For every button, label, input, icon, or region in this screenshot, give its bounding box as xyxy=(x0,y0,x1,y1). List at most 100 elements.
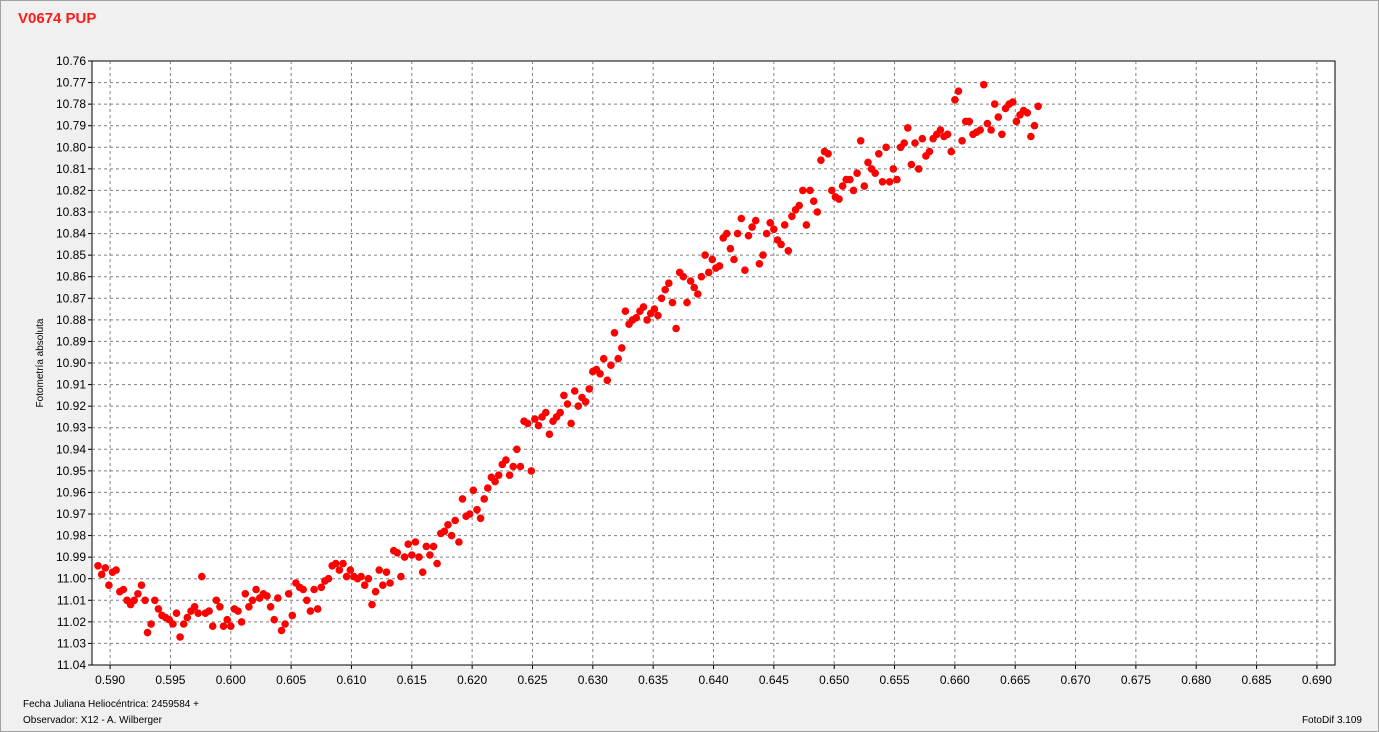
y-tick-label: 10.78 xyxy=(56,97,86,111)
data-point xyxy=(730,255,738,264)
data-point xyxy=(310,585,318,594)
data-point xyxy=(726,244,735,253)
data-point xyxy=(1030,121,1039,130)
data-point xyxy=(237,618,246,626)
y-tick-label: 10.93 xyxy=(56,421,86,435)
data-point xyxy=(205,607,213,615)
y-tick-label: 10.89 xyxy=(56,334,86,348)
data-point xyxy=(824,150,832,158)
data-point xyxy=(878,178,887,186)
y-tick-label: 10.85 xyxy=(56,248,86,262)
data-point xyxy=(574,402,583,410)
data-point xyxy=(665,279,673,288)
data-point xyxy=(190,603,199,611)
y-tick-label: 10.82 xyxy=(56,183,86,197)
data-point xyxy=(770,225,778,234)
data-point xyxy=(426,551,434,559)
data-point xyxy=(306,607,315,615)
data-point xyxy=(643,316,651,324)
data-point xyxy=(704,268,713,277)
data-point xyxy=(451,516,460,525)
data-point xyxy=(465,510,474,518)
data-point xyxy=(694,290,702,298)
data-point xyxy=(360,581,369,589)
data-point xyxy=(382,568,391,576)
data-point xyxy=(856,137,865,145)
data-point xyxy=(788,212,796,221)
data-point xyxy=(313,605,322,613)
data-point xyxy=(248,596,257,605)
data-point xyxy=(223,615,231,624)
data-point xyxy=(766,219,774,227)
data-point xyxy=(599,354,608,363)
data-point xyxy=(813,208,822,216)
data-point xyxy=(332,559,340,568)
y-tick-label: 10.76 xyxy=(56,54,86,68)
data-point xyxy=(169,620,177,628)
data-point xyxy=(585,385,593,393)
data-point xyxy=(875,150,883,158)
data-point xyxy=(194,609,202,617)
data-point xyxy=(686,277,695,285)
x-tick-label: 0.640 xyxy=(698,673,728,687)
data-point xyxy=(418,568,427,576)
data-point xyxy=(397,572,405,581)
y-tick-label: 10.97 xyxy=(56,507,86,521)
y-tick-label: 10.98 xyxy=(56,529,86,543)
data-point xyxy=(516,462,525,471)
data-point xyxy=(563,400,572,408)
data-point xyxy=(440,527,449,536)
data-point xyxy=(227,622,235,630)
data-point xyxy=(987,126,995,134)
data-point xyxy=(429,542,438,551)
data-point xyxy=(780,221,789,229)
data-point xyxy=(560,391,568,400)
data-point xyxy=(733,229,742,238)
data-point xyxy=(151,596,159,605)
x-tick-label: 0.690 xyxy=(1302,673,1332,687)
data-point xyxy=(523,419,532,428)
y-axis-label: Fotometría absoluta xyxy=(35,318,46,407)
data-point xyxy=(911,139,919,147)
y-tick-label: 10.86 xyxy=(56,270,86,284)
data-point xyxy=(444,521,452,529)
data-point xyxy=(411,538,420,546)
data-point xyxy=(882,143,890,152)
data-point xyxy=(94,562,102,570)
data-point xyxy=(335,566,344,574)
x-tick-label: 0.620 xyxy=(457,673,487,687)
data-point xyxy=(610,329,619,337)
data-point xyxy=(980,80,988,89)
data-point xyxy=(990,100,999,108)
data-point xyxy=(542,408,550,417)
data-point xyxy=(954,87,963,95)
data-point xyxy=(241,590,250,598)
x-tick-label: 0.680 xyxy=(1181,673,1211,687)
data-point xyxy=(208,622,217,630)
data-point xyxy=(393,549,402,557)
data-point xyxy=(375,566,384,574)
data-point xyxy=(531,415,539,423)
x-tick-label: 0.615 xyxy=(397,673,427,687)
data-point xyxy=(324,574,333,583)
data-point xyxy=(112,566,120,574)
data-point xyxy=(570,387,579,395)
data-point xyxy=(983,119,992,128)
data-point xyxy=(708,255,717,264)
data-point xyxy=(835,195,843,203)
data-point xyxy=(1027,132,1035,141)
data-point xyxy=(198,572,206,581)
data-point xyxy=(339,559,347,568)
data-point xyxy=(853,169,861,177)
data-point xyxy=(737,214,746,223)
data-point xyxy=(1023,109,1032,117)
y-tick-label: 10.88 xyxy=(56,313,86,327)
data-point xyxy=(379,581,387,589)
x-tick-label: 0.590 xyxy=(95,673,125,687)
y-tick-label: 11.03 xyxy=(57,636,86,650)
x-tick-label: 0.675 xyxy=(1121,673,1151,687)
data-point xyxy=(885,178,894,186)
data-point xyxy=(433,559,441,568)
data-point xyxy=(657,294,666,303)
